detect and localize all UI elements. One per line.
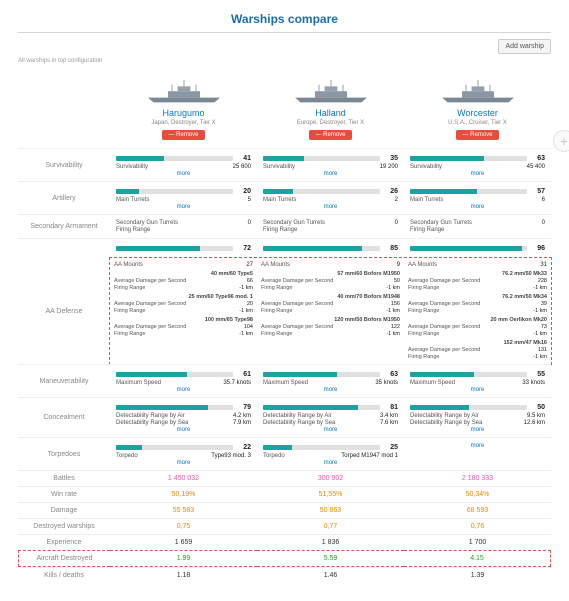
aa-bar-col-2: 96 [404,238,551,258]
summary-label-2: Damage [18,502,110,518]
add-column-button[interactable]: + [553,130,569,152]
section-con-col-1: 81Detectability Range by Air3.4 kmDetect… [257,397,404,437]
summary-value-1-0: 50,19% [110,486,257,502]
more-link[interactable]: more [116,171,251,177]
more-link[interactable]: more [410,387,545,393]
section-sec-col-1: Secondary Gun Turrets0Firing Range [257,214,404,238]
remove-button[interactable]: — Remove [456,130,498,140]
summary-label-1: Win rate [18,486,110,502]
ship-image [410,72,545,104]
summary-value-4-1: 1 836 [257,534,404,550]
more-link[interactable]: more [263,460,398,466]
summary-value-1-1: 51,55% [257,486,404,502]
summary-value-5-2: 4.15 [404,550,551,567]
section-tor-col-2: more [404,437,551,470]
summary-label-4: Experience [18,534,110,550]
more-link[interactable]: more [116,460,251,466]
summary-value-0-2: 2 180 333 [404,470,551,486]
section-man-col-0: 61Maximum Speed35.7 knotsmore [110,364,257,397]
summary-label-6: Kills / deaths [18,567,110,583]
add-warship-button[interactable]: Add warship [498,39,551,54]
summary-value-3-1: 0,77 [257,518,404,534]
ship-name-link[interactable]: Worcester [410,108,545,118]
aa-col-1: AA Mounts957 mm/60 Bofors M1950Average D… [257,258,404,364]
section-art-col-2: 57Main Turrets6more [404,181,551,214]
summary-value-4-2: 1 700 [404,534,551,550]
more-link[interactable]: more [116,204,251,210]
more-link[interactable]: more [410,204,545,210]
ship-name-link[interactable]: Harugumo [116,108,251,118]
summary-value-2-0: 55 583 [110,502,257,518]
section-label-surv: Survivability [18,148,110,181]
section-label-aa: AA Defense [18,258,110,364]
section-tor-col-0: 22TorpedoType93 mod. 3more [110,437,257,470]
summary-value-5-0: 1.99 [110,550,257,567]
summary-label-5: Aircraft Destroyed [18,550,110,567]
summary-label-3: Destroyed warships [18,518,110,534]
config-note: All warships in top configuration [18,58,551,64]
ship-image [263,72,398,104]
section-surv-col-0: 41Survivability25 600more [110,148,257,181]
more-link[interactable]: more [263,427,398,433]
more-link[interactable]: more [263,387,398,393]
ship-column-0: Harugumo Japan, Destroyer, Tier X — Remove [110,68,257,148]
remove-button[interactable]: — Remove [162,130,204,140]
summary-value-3-2: 0,76 [404,518,551,534]
summary-value-1-2: 50,34% [404,486,551,502]
summary-value-2-2: 68 593 [404,502,551,518]
summary-value-6-2: 1.39 [404,567,551,583]
section-surv-col-2: 63Survivability45 400more [404,148,551,181]
more-link[interactable]: more [116,427,251,433]
ship-column-1: Halland Europe, Destroyer, Tier X — Remove [257,68,404,148]
section-surv-col-1: 35Survivability19 200more [257,148,404,181]
aa-highlight-box: AA Mounts2740 mm/60 Type5Average Damage … [109,257,552,365]
summary-value-2-1: 50 863 [257,502,404,518]
page-title: Warships compare [18,8,551,33]
ship-image [116,72,251,104]
section-art-col-1: 26Main Turrets2more [257,181,404,214]
summary-value-6-1: 1.46 [257,567,404,583]
ship-subtitle: Japan, Destroyer, Tier X [116,120,251,126]
more-link[interactable]: more [263,204,398,210]
more-link[interactable]: more [410,427,545,433]
aa-col-0: AA Mounts2740 mm/60 Type5Average Damage … [110,258,257,364]
aa-bar-col-0: 72 [110,238,257,258]
section-art-col-0: 20Main Turrets5more [110,181,257,214]
ship-subtitle: U.S.A., Cruiser, Tier X [410,120,545,126]
summary-value-0-0: 1 450 032 [110,470,257,486]
summary-value-3-0: 0,75 [110,518,257,534]
section-man-col-2: 55Maximum Speed33 knotsmore [404,364,551,397]
section-label-con: Concealment [18,397,110,437]
ship-column-2: Worcester U.S.A., Cruiser, Tier X — Remove [404,68,551,148]
remove-button[interactable]: — Remove [309,130,351,140]
section-tor-col-1: 25TorpedoTorped M1947 mod 1more [257,437,404,470]
section-label-art: Artillery [18,181,110,214]
ship-name-link[interactable]: Halland [263,108,398,118]
section-sec-col-2: Secondary Gun Turrets0Firing Range [404,214,551,238]
aa-bar-col-1: 85 [257,238,404,258]
section-spacer-aa-bars [18,238,110,258]
aa-col-2: AA Mounts3176.2 mm/50 Mk33Average Damage… [404,258,551,364]
section-man-col-1: 63Maximum Speed35 knotsmore [257,364,404,397]
summary-value-4-0: 1 659 [110,534,257,550]
summary-value-6-0: 1.18 [110,567,257,583]
more-link[interactable]: more [410,171,545,177]
section-label-man: Maneuverability [18,364,110,397]
section-con-col-0: 79Detectability Range by Air4.2 kmDetect… [110,397,257,437]
section-con-col-2: 50Detectability Range by Air9.5 kmDetect… [404,397,551,437]
summary-value-5-1: 5.59 [257,550,404,567]
section-label-sec: Secondary Armament [18,214,110,238]
more-link[interactable]: more [116,387,251,393]
summary-value-0-1: 300 902 [257,470,404,486]
summary-label-0: Battles [18,470,110,486]
more-link[interactable]: more [410,443,545,449]
more-link[interactable]: more [263,171,398,177]
ship-subtitle: Europe, Destroyer, Tier X [263,120,398,126]
section-sec-col-0: Secondary Gun Turrets0Firing Range [110,214,257,238]
section-label-tor: Torpedoes [18,437,110,470]
